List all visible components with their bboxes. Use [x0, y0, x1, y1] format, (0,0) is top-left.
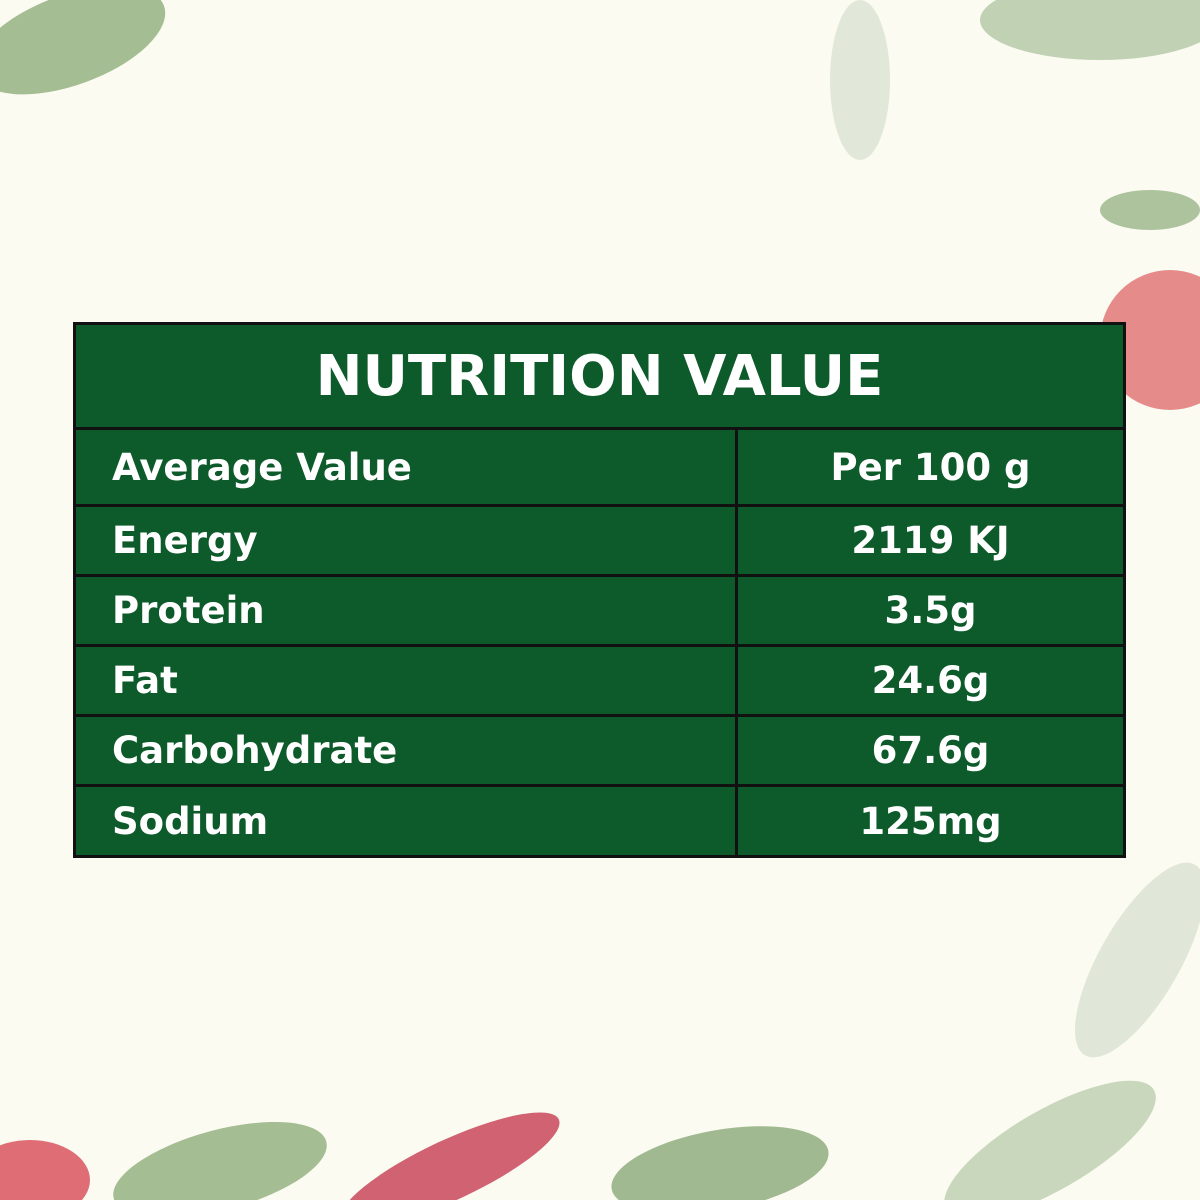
table-row: Sodium 125mg — [76, 784, 1123, 855]
value-cell: 67.6g — [871, 729, 990, 772]
label-cell: Fat — [76, 647, 738, 714]
table-row: Carbohydrate 67.6g — [76, 714, 1123, 784]
value-cell: 2119 KJ — [851, 519, 1010, 562]
value-cell: 125mg — [859, 799, 1002, 843]
table-body: Average Value Per 100 g Energy 2119 KJ Prote… — [76, 430, 1123, 855]
value-cell: 24.6g — [871, 659, 990, 702]
table-title: NUTRITION VALUE — [76, 325, 1123, 430]
nutrition-table: NUTRITION VALUE Average Value Per 100 g En… — [73, 322, 1126, 858]
label-cell: Protein — [76, 577, 738, 644]
label-cell: Average Value — [76, 430, 738, 504]
value-cell: 3.5g — [884, 589, 977, 632]
table-row: Fat 24.6g — [76, 644, 1123, 714]
table-row: Protein 3.5g — [76, 574, 1123, 644]
label-cell: Energy — [76, 507, 738, 574]
label-cell: Carbohydrate — [76, 717, 738, 784]
value-cell: Per 100 g — [830, 445, 1031, 489]
table-row: Energy 2119 KJ — [76, 504, 1123, 574]
table-row: Average Value Per 100 g — [76, 430, 1123, 504]
label-cell: Sodium — [76, 787, 738, 855]
